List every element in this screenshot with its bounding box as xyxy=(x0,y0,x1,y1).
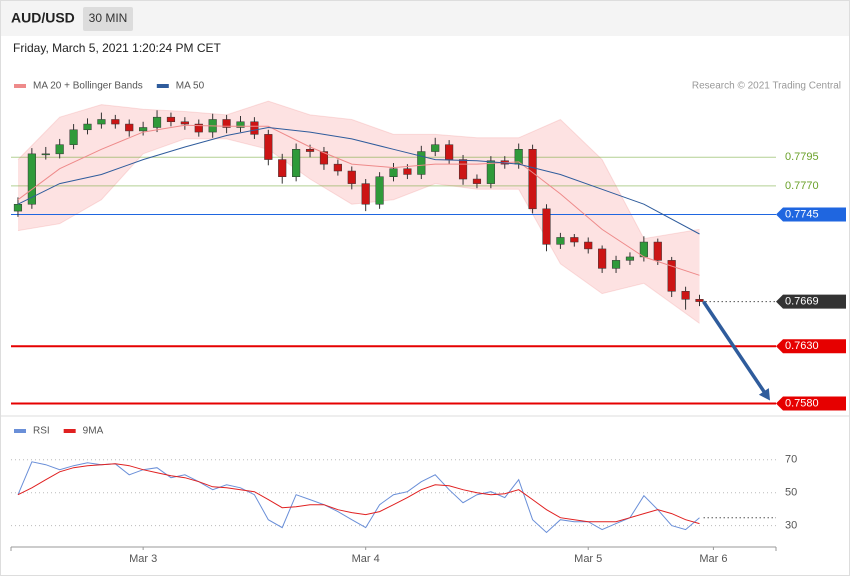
legend-label: MA 20 + Bollinger Bands xyxy=(33,81,143,92)
candle-body xyxy=(278,159,287,177)
legend-label: 9MA xyxy=(83,426,104,437)
candle-body xyxy=(41,153,50,156)
candle-body xyxy=(166,116,176,123)
level-tag xyxy=(776,339,846,354)
candle-body xyxy=(417,151,426,175)
candle-body xyxy=(152,116,162,128)
candle-body xyxy=(333,163,342,172)
x-tick-label: Mar 5 xyxy=(574,553,602,565)
legend-swatch xyxy=(156,84,169,88)
legend-label: MA 50 xyxy=(176,81,205,92)
candle-body xyxy=(584,241,593,250)
candle-body xyxy=(250,121,259,135)
candle-body xyxy=(458,159,468,180)
candle-body xyxy=(305,149,315,152)
candle-body xyxy=(445,144,454,160)
symbol: AUD/USD xyxy=(11,10,75,26)
y-tick-label: 50 xyxy=(785,487,797,499)
candle-body xyxy=(667,260,676,292)
timestamp: Friday, March 5, 2021 1:20:24 PM CET xyxy=(13,41,222,55)
level-label: 0.7580 xyxy=(785,397,819,409)
projection-arrow xyxy=(702,300,767,395)
level-label: 0.7770 xyxy=(785,180,819,192)
candle-body xyxy=(542,208,551,245)
candle-body xyxy=(264,134,273,160)
y-tick-label: 70 xyxy=(785,454,797,466)
candle-body xyxy=(681,291,690,300)
level-tag xyxy=(776,396,846,411)
level-label: 0.7630 xyxy=(785,340,819,352)
candle-body xyxy=(389,168,398,177)
candle-body xyxy=(69,129,78,145)
candle-body xyxy=(55,144,64,155)
projection-arrow-head xyxy=(758,388,770,401)
candle-body xyxy=(180,121,189,125)
candle-body xyxy=(431,144,440,152)
series-line xyxy=(17,463,700,525)
ma-line xyxy=(17,126,700,235)
x-tick-label: Mar 6 xyxy=(699,553,727,565)
header-bar xyxy=(1,1,849,36)
candle-body xyxy=(222,119,231,128)
level-label: 0.7795 xyxy=(785,151,819,163)
candle-body xyxy=(375,176,384,205)
candle-body xyxy=(319,151,329,165)
candle-body xyxy=(403,168,412,175)
legend-swatch xyxy=(14,429,26,433)
x-tick-label: Mar 4 xyxy=(352,553,380,565)
candle-body xyxy=(139,127,148,132)
candle-body xyxy=(111,119,120,125)
candle-body xyxy=(83,123,92,131)
candle-body xyxy=(125,123,134,132)
candle-body xyxy=(236,121,245,128)
band-edge xyxy=(17,100,700,240)
legend-label: RSI xyxy=(33,426,50,437)
candle-body xyxy=(611,260,621,269)
candle-body xyxy=(598,248,607,269)
candle-body xyxy=(486,160,495,184)
candle-body xyxy=(97,119,106,125)
x-tick-label: Mar 3 xyxy=(129,553,157,565)
candle-body xyxy=(472,178,482,184)
interval: 30 MIN xyxy=(89,11,128,25)
candle-body xyxy=(570,237,579,243)
candle-body xyxy=(361,183,370,205)
candle-body xyxy=(347,170,356,184)
candle-body xyxy=(194,123,203,133)
interval-badge xyxy=(83,7,133,31)
level-label: 0.7669 xyxy=(785,296,819,308)
ma-line xyxy=(17,124,700,276)
level-label: 0.7745 xyxy=(785,208,819,220)
level-tag xyxy=(776,207,846,222)
candle-body xyxy=(528,149,537,210)
candle-body xyxy=(653,241,662,261)
candle-body xyxy=(27,153,36,205)
candle-body xyxy=(292,149,301,177)
candle-body xyxy=(695,299,704,302)
level-tag xyxy=(776,294,846,309)
candle-body xyxy=(625,256,635,261)
candle-body xyxy=(13,203,23,212)
band-edge xyxy=(17,138,700,324)
source-note: Research © 2021 Trading Central xyxy=(692,81,841,92)
y-tick-label: 30 xyxy=(785,520,797,532)
legend-swatch xyxy=(14,84,26,88)
candle-body xyxy=(556,237,565,245)
legend-swatch xyxy=(63,429,76,433)
